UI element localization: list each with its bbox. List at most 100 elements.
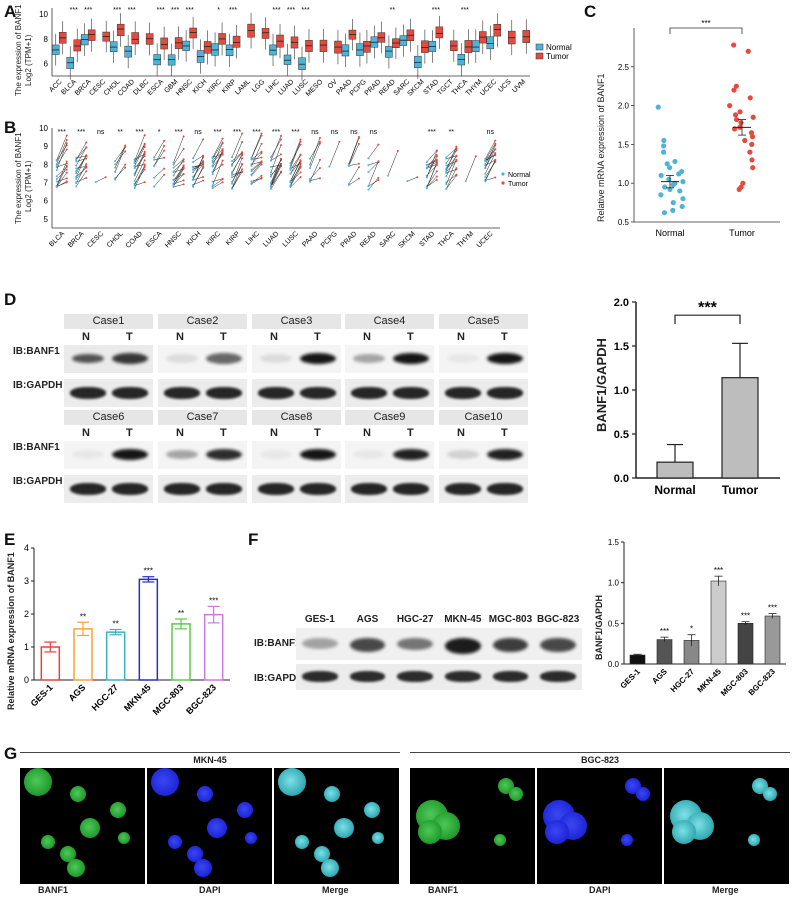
b-pair-line <box>134 160 145 181</box>
b-normal-point <box>445 175 448 178</box>
g-cell <box>672 820 696 844</box>
b-category-label: LIHC <box>245 230 261 246</box>
b-tumor-point <box>65 171 68 174</box>
d-lane-n: N <box>363 427 371 439</box>
b-tumor-point <box>143 143 146 146</box>
b-normal-point <box>55 175 58 178</box>
f-bar <box>737 623 754 665</box>
a-normal-box <box>283 54 292 65</box>
b-tumor-point <box>182 167 185 170</box>
b-pair-line <box>329 141 340 167</box>
b-legend-tumor: Tumor <box>508 181 529 188</box>
d-band-tumor <box>206 353 242 364</box>
b-normal-point <box>270 173 272 176</box>
b-pair-line <box>368 161 379 187</box>
b-normal-point <box>133 187 136 190</box>
d-band-tumor <box>393 449 429 460</box>
d-gapdh-band-tumor <box>393 483 429 495</box>
b-pair-line <box>485 140 496 160</box>
d-case-title: Case10 <box>439 410 528 425</box>
b-normal-point <box>231 181 234 184</box>
d-category-label: Tumor <box>722 483 759 497</box>
b-tumor-point <box>221 153 224 156</box>
b-pair-line <box>348 163 359 166</box>
panel-label-g: G <box>4 744 18 763</box>
panel-a: The expression of BANF1 Log2 (TPM+1) 10 8… <box>0 0 580 118</box>
c-point <box>677 188 683 194</box>
b-normal-point <box>172 161 175 164</box>
f-gapdh-band <box>397 671 433 682</box>
b-normal-point <box>484 164 487 167</box>
f-category-label: MGC-803 <box>719 667 750 698</box>
c-point <box>661 149 667 155</box>
f-gapdh-blot <box>296 664 582 690</box>
b-pair-line <box>134 146 145 166</box>
panel-d-blots: IB:BANF1 IB:GAPDH IB:BANF1 IB:GAPDH Case… <box>0 290 560 530</box>
d-lane-t: T <box>126 331 133 343</box>
b-normal-point <box>270 181 272 184</box>
b-pair-line <box>251 135 262 159</box>
b-normal-point <box>192 171 195 174</box>
b-ytick-label: 7 <box>44 179 49 188</box>
b-category-label: KIRP <box>225 230 242 247</box>
b-pair-line <box>231 171 243 178</box>
b-normal-point <box>211 156 214 159</box>
b-pair-line <box>270 172 282 190</box>
g-cell <box>70 786 86 802</box>
b-pair-line <box>290 176 301 188</box>
d-band-normal <box>447 354 479 363</box>
a-tumor-box <box>73 39 81 52</box>
g-cell <box>509 787 523 801</box>
b-pair-line <box>114 151 126 165</box>
d-gapdh-band-tumor <box>487 387 523 399</box>
b-tumor-point <box>435 154 438 157</box>
b-normal-point <box>425 166 428 169</box>
c-category-label: Normal <box>655 228 684 238</box>
d-gapdh-blot <box>252 475 341 503</box>
panel-b-paired-plot: 1098765BLCA***BRCA***CESCnsCHOL**COAD***… <box>39 124 531 250</box>
a-tumor-box <box>116 23 125 36</box>
b-normal-point <box>172 163 175 166</box>
b-tumor-point <box>338 140 341 143</box>
a-tumor-box <box>493 24 502 37</box>
d-gapdh-band-normal <box>258 387 294 399</box>
b-tumor-point <box>357 142 360 145</box>
b-pair-line <box>76 177 87 183</box>
g-cell <box>364 802 380 818</box>
b-normal-point <box>308 167 311 170</box>
b-category-label: CESC <box>86 230 105 249</box>
b-tumor-point <box>241 163 244 166</box>
b-significance: ** <box>117 129 123 136</box>
b-normal-point <box>211 180 214 183</box>
c-point <box>658 172 664 179</box>
b-tumor-point <box>182 158 185 161</box>
c-point <box>733 83 739 89</box>
b-tumor-point <box>221 137 224 140</box>
e-significance: *** <box>144 567 153 576</box>
d-band-tumor <box>487 353 523 364</box>
b-tumor-point <box>260 152 263 155</box>
b-category-label: PRAD <box>340 230 359 249</box>
b-category-label: READ <box>359 230 378 249</box>
b-normal-point <box>211 170 214 173</box>
f-ib-banf1: IB:BANF1 <box>254 638 301 649</box>
b-normal-point <box>133 162 136 165</box>
b-normal-point <box>192 166 195 169</box>
b-pair-line <box>426 150 438 178</box>
c-point <box>750 114 756 120</box>
e-category-label: GES-1 <box>29 682 55 708</box>
d-lane-t: T <box>314 427 321 439</box>
b-tumor-point <box>377 160 380 163</box>
c-point <box>731 87 737 93</box>
c-point <box>676 171 682 177</box>
a-tumor-box <box>421 40 429 53</box>
b-normal-point <box>445 187 448 190</box>
d-lane-n: N <box>82 331 90 343</box>
d-band-tumor <box>487 449 523 460</box>
b-tumor-point <box>494 143 497 146</box>
b-pair-line <box>75 147 87 166</box>
b-pair-line <box>134 144 145 164</box>
g-cell <box>763 787 777 801</box>
g-cell <box>636 787 650 801</box>
b-ytick-label: 6 <box>44 197 49 206</box>
